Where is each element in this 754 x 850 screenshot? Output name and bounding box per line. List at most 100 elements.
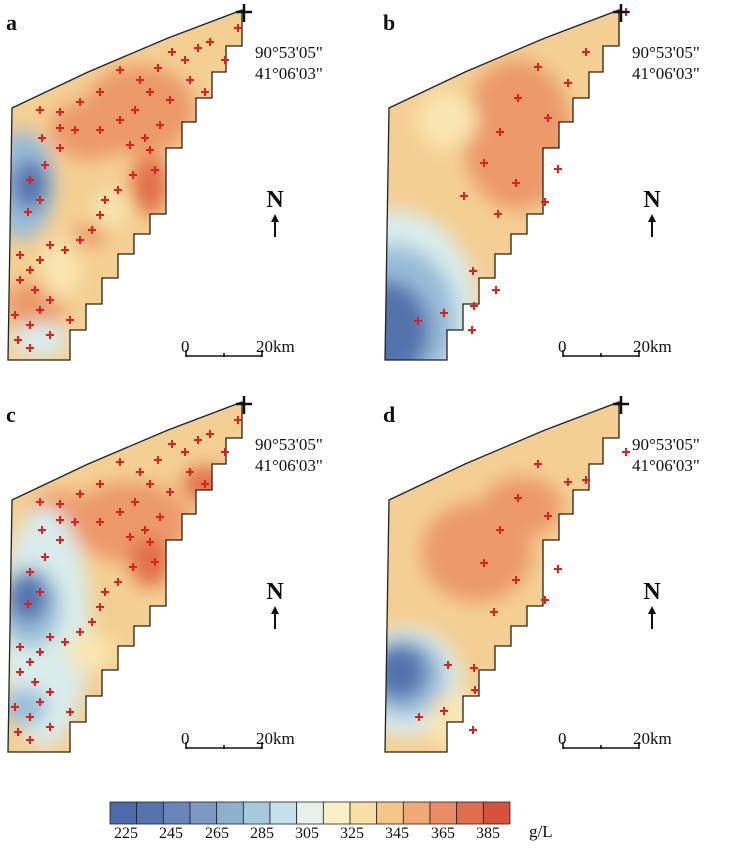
sample-point-marker — [151, 166, 159, 174]
sample-point-marker — [168, 440, 176, 448]
sample-point-marker — [66, 316, 74, 324]
longitude-label: 90°53'05" — [632, 435, 700, 454]
sample-point-marker — [181, 448, 189, 456]
contour-zone — [422, 502, 532, 602]
scale-end-label: 20km — [633, 337, 672, 356]
sample-point-marker — [46, 723, 54, 731]
sample-point-marker — [114, 186, 122, 194]
sample-point-marker — [194, 436, 202, 444]
sample-point-marker — [471, 686, 479, 694]
contour-zone — [65, 632, 115, 672]
sample-point-marker — [56, 500, 64, 508]
sample-point-marker — [151, 558, 159, 566]
sample-point-marker — [181, 56, 189, 64]
sample-point-marker — [26, 658, 34, 666]
sample-point-marker — [56, 536, 64, 544]
sample-point-marker — [76, 490, 84, 498]
panel-label: d — [383, 402, 396, 427]
sample-point-marker — [14, 728, 22, 736]
scale-end-label: 20km — [256, 729, 295, 748]
sample-point-marker — [141, 134, 149, 142]
sample-point-marker — [469, 267, 477, 275]
scale-end-label: 20km — [256, 337, 295, 356]
longitude-label: 90°53'05" — [632, 43, 700, 62]
contour-zone — [50, 100, 130, 160]
contour-zone — [12, 160, 48, 210]
sample-point-marker — [186, 76, 194, 84]
sample-point-marker — [544, 512, 552, 520]
sample-point-marker — [512, 576, 520, 584]
sample-point-marker — [154, 64, 162, 72]
reference-crosshair-icon — [236, 4, 252, 22]
sample-point-marker — [186, 468, 194, 476]
legend-tick: 225 — [114, 825, 138, 842]
sample-point-marker — [201, 480, 209, 488]
sample-point-marker — [46, 633, 54, 641]
contour-zone — [8, 689, 47, 725]
north-arrow-icon: N — [642, 188, 662, 238]
sample-point-marker — [114, 578, 122, 586]
legend-tick: 365 — [431, 825, 455, 842]
sample-point-marker — [36, 196, 44, 204]
sample-point-marker — [56, 108, 64, 116]
sample-point-marker — [490, 608, 498, 616]
scale-start-label: 0 — [181, 729, 190, 748]
sample-point-marker — [206, 38, 214, 46]
sample-point-marker — [26, 266, 34, 274]
sample-point-marker — [146, 538, 154, 546]
north-label: N — [643, 579, 661, 605]
map-a — [7, 4, 263, 361]
panel-label: a — [6, 10, 17, 35]
contour-zone — [40, 240, 80, 300]
sample-point-marker — [622, 448, 630, 456]
sample-point-marker — [146, 88, 154, 96]
sample-point-marker — [156, 513, 164, 521]
legend-tick: 245 — [159, 825, 183, 842]
contour-zone — [385, 644, 427, 700]
sample-point-marker — [16, 643, 24, 651]
sample-point-marker — [96, 211, 104, 219]
sample-point-marker — [31, 678, 39, 686]
sample-point-marker — [541, 596, 549, 604]
sample-point-marker — [234, 24, 242, 32]
corner-coordinates: 90°53'05" 41°06'03" — [632, 434, 700, 476]
contour-zone — [462, 60, 572, 210]
sample-point-marker — [129, 171, 137, 179]
corner-coordinates: 90°53'05" 41°06'03" — [255, 42, 323, 84]
legend-swatch — [456, 801, 484, 825]
contour-zone — [130, 537, 170, 587]
sample-point-marker — [154, 456, 162, 464]
sample-point-marker — [444, 661, 452, 669]
scale-start-label: 0 — [181, 337, 190, 356]
north-arrow-icon: N — [642, 580, 662, 630]
sample-point-marker — [136, 76, 144, 84]
sample-point-marker — [38, 526, 46, 534]
sample-point-marker — [88, 618, 96, 626]
sample-point-marker — [564, 79, 572, 87]
legend-unit: g/L — [529, 822, 553, 841]
sample-point-marker — [194, 44, 202, 52]
sample-point-marker — [96, 126, 104, 134]
sample-point-marker — [234, 416, 242, 424]
sample-point-marker — [46, 331, 54, 339]
sample-point-marker — [41, 553, 49, 561]
sample-point-marker — [116, 458, 124, 466]
panel-label: c — [6, 402, 16, 427]
longitude-label: 90°53'05" — [255, 435, 323, 454]
sample-point-marker — [131, 106, 139, 114]
legend-swatch — [376, 801, 404, 825]
sample-point-marker — [494, 210, 502, 218]
sample-point-marker — [496, 128, 504, 136]
sample-point-marker — [131, 498, 139, 506]
sample-point-marker — [460, 192, 468, 200]
sample-point-marker — [46, 241, 54, 249]
contour-zone — [8, 572, 48, 622]
map-panel-c: c 90°53'05" 41°06'03" N 0 20km — [0, 392, 377, 772]
sample-point-marker — [26, 344, 34, 352]
north-arrow-icon: N — [265, 188, 285, 238]
legend-swatch — [242, 801, 271, 825]
sample-point-marker — [514, 94, 522, 102]
legend-swatch — [402, 801, 431, 825]
contour-zone — [385, 280, 430, 360]
sample-point-marker — [36, 588, 44, 596]
